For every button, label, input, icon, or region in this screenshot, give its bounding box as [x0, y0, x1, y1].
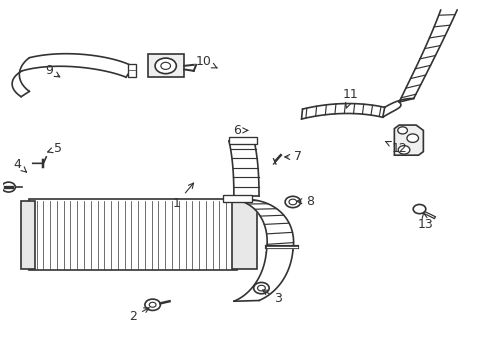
FancyBboxPatch shape: [147, 54, 183, 77]
Circle shape: [285, 196, 300, 208]
Polygon shape: [12, 58, 29, 97]
Bar: [127, 64, 136, 77]
Circle shape: [412, 204, 425, 214]
Circle shape: [397, 145, 409, 154]
Text: 12: 12: [385, 141, 406, 154]
Text: 1: 1: [173, 183, 193, 210]
Polygon shape: [398, 10, 456, 102]
Bar: [223, 195, 251, 202]
Text: 9: 9: [45, 64, 60, 77]
Circle shape: [2, 182, 15, 192]
Circle shape: [155, 58, 176, 74]
Polygon shape: [382, 99, 413, 117]
Bar: [228, 138, 256, 144]
Bar: [29, 199, 237, 270]
Text: 7: 7: [284, 150, 301, 163]
Polygon shape: [22, 54, 133, 77]
Text: 13: 13: [417, 212, 433, 231]
Polygon shape: [393, 125, 423, 155]
Text: 11: 11: [342, 89, 358, 108]
Polygon shape: [301, 104, 384, 119]
Text: 6: 6: [233, 124, 247, 137]
Circle shape: [253, 283, 268, 294]
Circle shape: [406, 134, 418, 143]
Polygon shape: [228, 141, 259, 196]
Text: 3: 3: [262, 290, 282, 305]
Polygon shape: [233, 251, 292, 301]
Circle shape: [144, 299, 160, 310]
Text: 8: 8: [296, 195, 313, 208]
Text: 5: 5: [47, 141, 62, 154]
Polygon shape: [232, 199, 293, 253]
Text: 4: 4: [13, 158, 26, 172]
Text: 10: 10: [195, 55, 217, 68]
Circle shape: [397, 127, 407, 134]
Text: 2: 2: [129, 308, 149, 323]
Bar: [232, 201, 256, 269]
Bar: [20, 201, 35, 269]
